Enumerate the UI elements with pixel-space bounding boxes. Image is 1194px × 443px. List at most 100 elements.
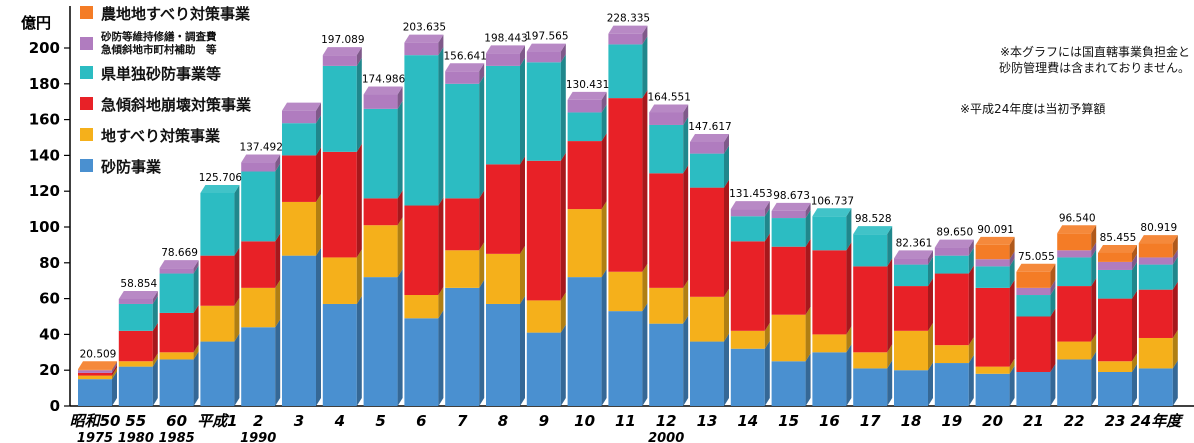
- bar-top: [1138, 235, 1178, 244]
- bar-segment-side: [316, 115, 321, 156]
- bar-segment-side: [560, 43, 566, 63]
- y-tick-label: 120: [29, 182, 60, 200]
- bar-segment: [567, 112, 602, 142]
- bar-segment: [1016, 371, 1051, 406]
- bar-segment: [975, 259, 1010, 267]
- bar-segment-side: [764, 322, 770, 349]
- bar-segment: [894, 258, 928, 265]
- bar-segment-side: [438, 34, 444, 56]
- legend-item-kyukeisha: 急傾斜地崩壊対策事業: [80, 97, 251, 114]
- total-label: 130.431: [566, 79, 609, 91]
- y-tick-label: 60: [39, 290, 60, 308]
- bar-segment: [567, 277, 602, 406]
- bar-top: [200, 184, 240, 193]
- bar-segment-side: [805, 238, 811, 315]
- bar-segment-side: [275, 163, 281, 242]
- bar-segment: [1057, 286, 1092, 342]
- bar-segment-side: [1009, 236, 1015, 260]
- bar-segment-side: [1091, 333, 1097, 360]
- bar-top: [894, 250, 933, 259]
- bar-segment: [241, 162, 276, 172]
- bar-segment: [608, 33, 643, 45]
- bar-segment: [363, 277, 398, 406]
- bar-segment: [812, 216, 847, 251]
- bar-segment: [771, 210, 806, 219]
- bar-top: [567, 91, 607, 100]
- total-label: 197.089: [321, 34, 364, 46]
- bar-segment: [404, 295, 439, 319]
- x-year-label: 1990: [240, 431, 276, 443]
- bar-segment: [1098, 261, 1132, 270]
- x-tick-label: 10: [574, 412, 595, 430]
- legend-label: 砂防等維持修繕・調査費 急傾斜地市町村補助 等: [101, 31, 217, 56]
- total-label: 80.919: [1140, 222, 1177, 234]
- bar-segment: [241, 327, 276, 406]
- bar-segment: [730, 209, 765, 217]
- bar-segment: [934, 363, 969, 406]
- total-label: 58.854: [120, 278, 157, 290]
- bar-segment: [1016, 287, 1051, 296]
- bar-segment: [567, 209, 602, 278]
- x-year-label: 1985: [159, 431, 195, 443]
- bar-segment: [894, 286, 928, 331]
- legend-label: 県単独砂防事業等: [101, 65, 222, 83]
- bar-top: [241, 154, 281, 163]
- bar-top: [1098, 244, 1137, 253]
- bar-segment-side: [764, 201, 770, 217]
- bar-segment: [1057, 250, 1092, 258]
- note-line: 砂防管理費は含まれておりません。: [999, 61, 1190, 75]
- legend-item-ijishuzen: 砂防等維持修繕・調査費 急傾斜地市町村補助 等: [80, 31, 251, 57]
- bar-segment: [486, 164, 520, 254]
- legend-swatch: [80, 37, 93, 50]
- bar-segment: [78, 372, 112, 376]
- bar-segment: [445, 71, 480, 84]
- x-year-label: 1980: [118, 431, 154, 443]
- bar-segment-side: [601, 91, 607, 113]
- bar-segment: [363, 198, 398, 226]
- bar-segment: [649, 173, 684, 288]
- bar-segment-side: [805, 353, 811, 406]
- total-label: 198.443: [484, 32, 527, 44]
- x-tick-label: 7: [457, 412, 468, 430]
- bar-segment: [486, 253, 520, 304]
- total-label: 98.673: [773, 190, 810, 202]
- bar-top: [159, 260, 199, 269]
- bar-segment-side: [1172, 256, 1178, 290]
- bar-segment-side: [1009, 258, 1015, 288]
- bar-segment: [282, 155, 316, 202]
- bar-segment: [934, 255, 969, 274]
- bar-segment-side: [642, 263, 648, 312]
- bar-segment-side: [846, 326, 852, 353]
- x-year-label: 1975: [77, 431, 113, 443]
- bar-segment: [526, 300, 561, 333]
- bar-segment: [771, 218, 806, 247]
- y-tick-label: 180: [29, 75, 60, 93]
- bar-top: [363, 86, 403, 95]
- bar-segment: [200, 305, 235, 342]
- bar-segment-side: [1172, 235, 1178, 258]
- y-tick-label: 0: [50, 397, 60, 415]
- bar-segment-side: [275, 233, 281, 288]
- bar-segment-side: [724, 179, 729, 297]
- bar-segment-side: [520, 245, 525, 304]
- bar-segment: [608, 44, 643, 99]
- total-label: 197.565: [525, 31, 568, 43]
- bar-segment: [445, 250, 480, 288]
- bar-top: [730, 201, 770, 210]
- bar-segment: [363, 108, 398, 199]
- bar-segment: [567, 99, 602, 113]
- bar-segment: [282, 123, 316, 156]
- note-line: ※本グラフには国直轄事業負担金と: [999, 45, 1190, 59]
- total-label: 164.551: [647, 91, 690, 103]
- bar-top: [282, 102, 321, 111]
- bar-segment: [894, 264, 928, 287]
- bar-segment: [118, 330, 153, 362]
- bar-segment-side: [152, 290, 158, 304]
- bar-segment: [853, 266, 888, 353]
- bar-segment-side: [1132, 363, 1137, 406]
- bar-segment: [1138, 243, 1173, 258]
- x-tick-label: 5: [375, 412, 385, 430]
- bar-segment: [1016, 295, 1051, 317]
- bar-segment: [771, 361, 806, 406]
- bar-segment: [730, 348, 765, 406]
